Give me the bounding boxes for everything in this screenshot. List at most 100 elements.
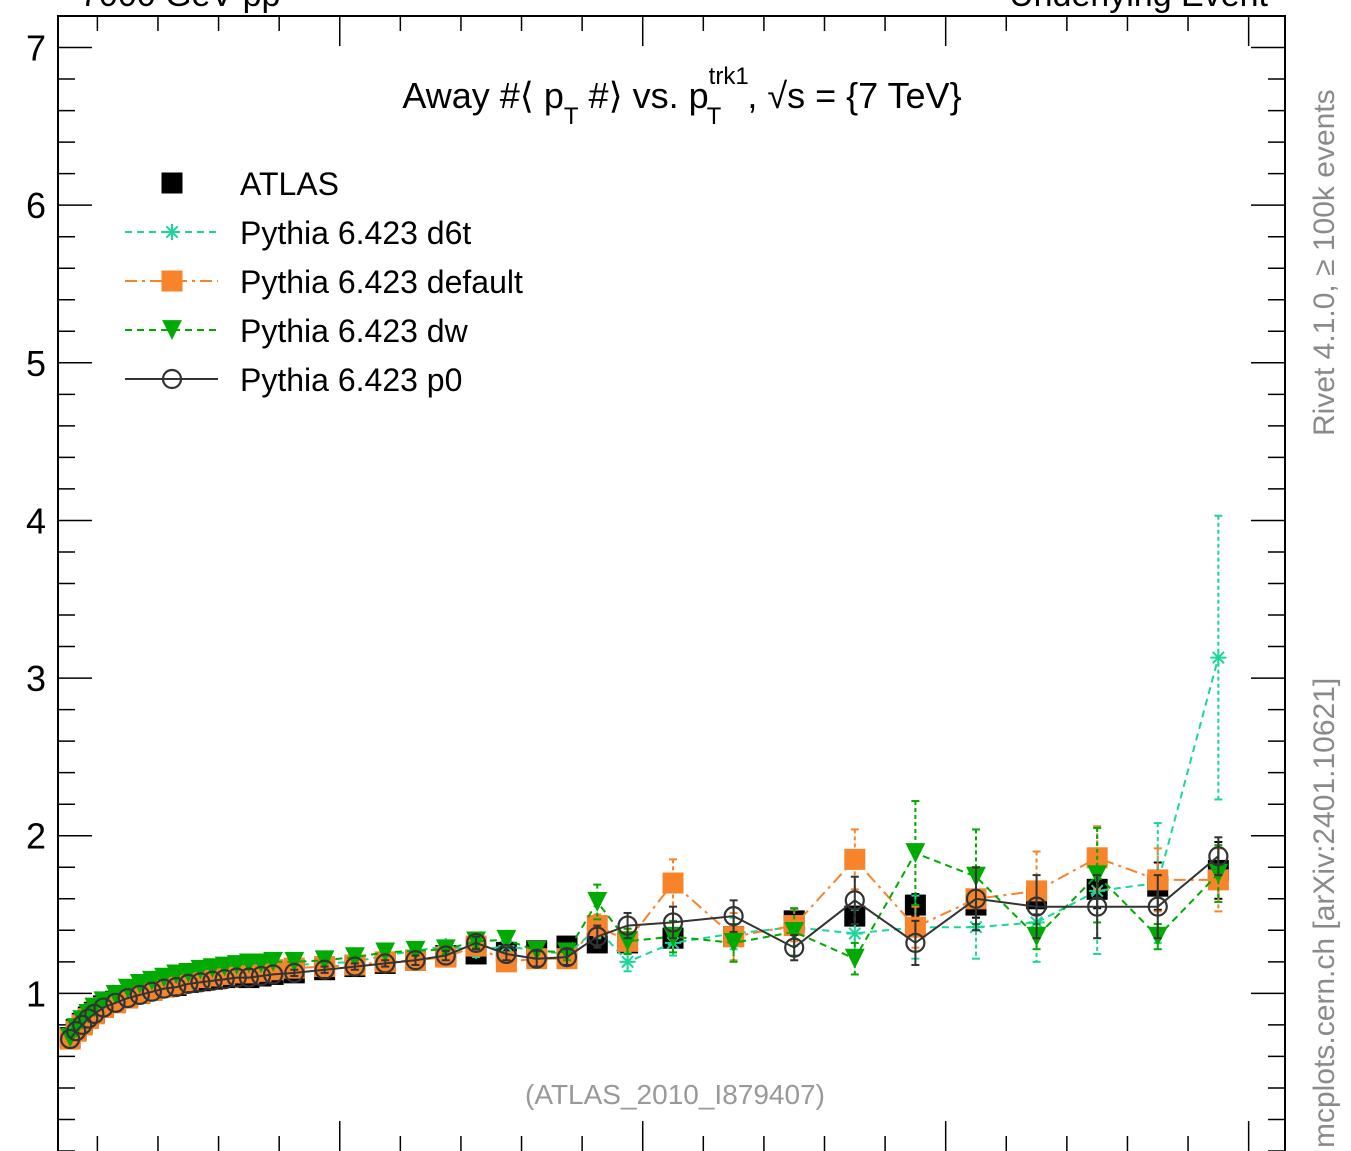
data-point — [178, 962, 199, 983]
data-point — [617, 915, 638, 936]
data-point — [226, 955, 247, 975]
data-point — [251, 953, 271, 974]
header-labels: 7000 GeV pp Underlying Event — [80, 0, 1269, 14]
data-point — [214, 969, 235, 990]
legend-marker — [161, 270, 183, 292]
data-point — [587, 926, 608, 947]
data-point — [844, 890, 865, 911]
data-point — [556, 947, 578, 968]
legend-marker — [161, 172, 183, 194]
data-point — [784, 937, 805, 958]
title-sup: trk1 — [709, 63, 749, 90]
title-sub-2: T — [707, 103, 722, 130]
data-point — [1087, 896, 1108, 917]
legend-marker — [161, 368, 183, 390]
legend-marker — [162, 320, 182, 340]
y-tick-label: 6 — [26, 185, 46, 226]
data-point — [190, 972, 211, 993]
data-point — [375, 942, 396, 963]
data-point — [263, 951, 284, 972]
data-point — [844, 848, 866, 870]
data-point — [153, 978, 175, 999]
legend: ATLAS Pythia 6.423 d6t Pythia 6.423 defaul… — [125, 166, 523, 398]
chart-title: Away #⟨ pT #⟩ vs. ptrk1 T, √s = {7 TeV} — [402, 63, 961, 130]
data-point — [846, 925, 863, 942]
legend-label: Pythia 6.423 p0 — [240, 362, 462, 398]
data-point — [129, 974, 150, 994]
y-tick-label: 1 — [26, 973, 46, 1014]
title-mid: #⟩ vs. p — [579, 75, 709, 116]
legend-entry: Pythia 6.423 d6t — [125, 215, 471, 251]
series-4 — [60, 836, 1229, 1050]
legend-label: Pythia 6.423 default — [240, 264, 523, 300]
data-point — [784, 921, 805, 942]
data-point — [226, 967, 247, 988]
title-post: , √s = {7 TeV} — [747, 75, 961, 116]
data-point — [141, 981, 163, 1002]
data-point — [496, 929, 517, 950]
y-tick-label: 5 — [26, 343, 46, 384]
data-point — [66, 1021, 87, 1042]
data-point — [190, 959, 211, 980]
data-point — [723, 933, 744, 953]
data-point — [1026, 896, 1047, 917]
data-point — [662, 912, 684, 933]
data-point — [202, 958, 223, 979]
frame-border — [57, 15, 1286, 1151]
data-point — [965, 888, 987, 909]
y-tick-label: 2 — [26, 816, 46, 857]
series-2 — [59, 825, 1229, 1050]
data-point — [250, 965, 272, 987]
data-point — [129, 984, 150, 1006]
data-point — [284, 962, 305, 983]
series-line — [69, 855, 1219, 1040]
series-0 — [59, 841, 1229, 1048]
data-point — [178, 973, 199, 995]
y-tick-label: 7 — [26, 28, 46, 69]
data-point — [587, 892, 608, 912]
data-point — [78, 1008, 99, 1029]
data-point — [154, 967, 174, 988]
legend-label: Pythia 6.423 dw — [240, 313, 469, 349]
data-point — [166, 976, 187, 998]
y-tick-label: 4 — [26, 500, 46, 541]
data-point — [263, 964, 284, 985]
data-point — [905, 843, 926, 863]
data-point — [202, 970, 223, 991]
legend-entry: ATLAS — [161, 166, 339, 202]
series-line — [69, 856, 1219, 1040]
data-point — [214, 956, 235, 977]
data-point — [526, 948, 547, 969]
data-point — [435, 939, 456, 960]
data-point — [166, 964, 187, 985]
data-point — [495, 951, 517, 973]
data-point — [465, 932, 487, 954]
title-pre: Away #⟨ p — [402, 75, 563, 116]
data-point — [344, 956, 366, 977]
legend-marker — [163, 223, 181, 241]
data-point — [105, 985, 126, 1005]
legend-entry: Pythia 6.423 default — [125, 264, 523, 300]
data-point — [496, 943, 517, 965]
header-right: Underlying Event — [1009, 0, 1268, 14]
data-point — [93, 997, 114, 1018]
header-left: 7000 GeV pp — [80, 0, 280, 14]
mcplots-label: mcplots.cern.ch [arXiv:2401.10621] — [1308, 677, 1341, 1148]
legend-label: ATLAS — [240, 166, 339, 202]
data-point — [105, 992, 126, 1013]
data-point — [1210, 649, 1227, 666]
chart-title-text: Away #⟨ pT #⟩ vs. ptrk1 T, √s = {7 TeV} — [402, 63, 961, 130]
y-tick-label: 3 — [26, 658, 46, 699]
legend-entry: Pythia 6.423 p0 — [125, 362, 462, 398]
data-point — [405, 950, 426, 971]
data-point — [617, 931, 638, 952]
data-point — [723, 906, 744, 927]
data-point — [435, 945, 456, 966]
data-point — [117, 987, 138, 1009]
analysis-watermark: (ATLAS_2010_I879407) — [525, 1079, 825, 1110]
legend-entry: Pythia 6.423 dw — [125, 313, 469, 349]
plot-frame — [57, 15, 1286, 1151]
rivet-version-label: Rivet 4.1.0, ≥ 100k events — [1308, 89, 1341, 436]
legend-label: Pythia 6.423 d6t — [240, 215, 471, 251]
data-point — [284, 951, 305, 972]
